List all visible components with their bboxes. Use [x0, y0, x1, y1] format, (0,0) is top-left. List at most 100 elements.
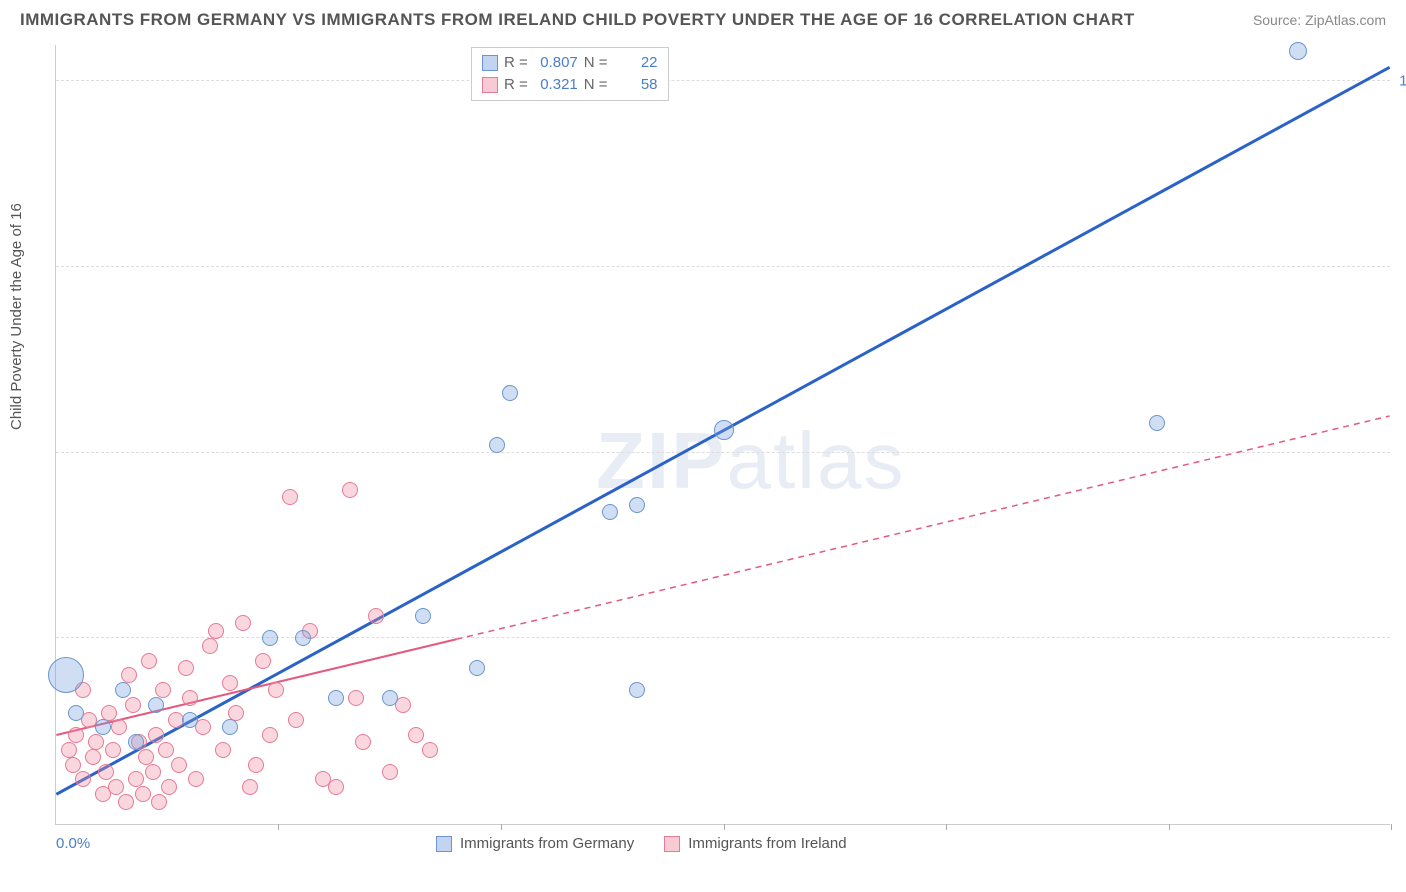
- legend-item-germany: Immigrants from Germany: [436, 835, 634, 852]
- marker-ireland: [158, 742, 174, 758]
- marker-germany: [1289, 42, 1307, 60]
- marker-germany: [629, 682, 645, 698]
- legend-label-ireland: Immigrants from Ireland: [688, 835, 846, 852]
- marker-ireland: [228, 705, 244, 721]
- marker-germany: [602, 504, 618, 520]
- marker-ireland: [171, 757, 187, 773]
- marker-ireland: [145, 764, 161, 780]
- marker-ireland: [348, 690, 364, 706]
- marker-germany: [48, 657, 84, 693]
- watermark-bold: ZIP: [596, 416, 726, 505]
- marker-ireland: [268, 682, 284, 698]
- grid-line-h: [56, 80, 1390, 81]
- x-tick: [278, 824, 279, 830]
- marker-ireland: [118, 794, 134, 810]
- marker-ireland: [255, 653, 271, 669]
- marker-ireland: [138, 749, 154, 765]
- marker-germany: [714, 420, 734, 440]
- marker-ireland: [61, 742, 77, 758]
- marker-germany: [115, 682, 131, 698]
- marker-ireland: [342, 482, 358, 498]
- marker-germany: [328, 690, 344, 706]
- marker-germany: [128, 734, 144, 750]
- marker-ireland: [248, 757, 264, 773]
- series-legend: Immigrants from Germany Immigrants from …: [436, 835, 847, 852]
- y-axis-label: Child Poverty Under the Age of 16: [8, 203, 25, 430]
- legend-label-germany: Immigrants from Germany: [460, 835, 634, 852]
- marker-germany: [489, 437, 505, 453]
- marker-ireland: [108, 779, 124, 795]
- chart-title: IMMIGRANTS FROM GERMANY VS IMMIGRANTS FR…: [20, 10, 1135, 30]
- marker-germany: [629, 497, 645, 513]
- marker-ireland: [135, 786, 151, 802]
- x-tick: [1169, 824, 1170, 830]
- stats-row-ireland: R = 0.321 N = 58: [482, 74, 658, 96]
- y-tick-label: 100.0%: [1399, 73, 1406, 90]
- marker-ireland: [121, 667, 137, 683]
- marker-germany: [95, 719, 111, 735]
- marker-ireland: [161, 779, 177, 795]
- marker-ireland: [155, 682, 171, 698]
- marker-ireland: [382, 764, 398, 780]
- marker-ireland: [65, 757, 81, 773]
- marker-ireland: [148, 727, 164, 743]
- marker-ireland: [235, 615, 251, 631]
- swatch-germany: [436, 836, 452, 852]
- marker-ireland: [208, 623, 224, 639]
- marker-ireland: [178, 660, 194, 676]
- marker-ireland: [408, 727, 424, 743]
- x-tick-first: 0.0%: [56, 835, 90, 852]
- marker-ireland: [128, 771, 144, 787]
- marker-ireland: [188, 771, 204, 787]
- marker-ireland: [288, 712, 304, 728]
- x-tick: [946, 824, 947, 830]
- grid-line-h: [56, 452, 1390, 453]
- marker-germany: [295, 630, 311, 646]
- marker-ireland: [98, 764, 114, 780]
- marker-ireland: [422, 742, 438, 758]
- stat-r-germany: 0.807: [534, 52, 578, 74]
- swatch-ireland: [482, 77, 498, 93]
- marker-germany: [182, 712, 198, 728]
- marker-ireland: [202, 638, 218, 654]
- stat-n-label: N =: [584, 74, 608, 96]
- stats-row-germany: R = 0.807 N = 22: [482, 52, 658, 74]
- source-attribution: Source: ZipAtlas.com: [1253, 12, 1386, 28]
- marker-germany: [68, 705, 84, 721]
- swatch-germany: [482, 55, 498, 71]
- marker-ireland: [262, 727, 278, 743]
- marker-ireland: [85, 749, 101, 765]
- marker-germany: [222, 719, 238, 735]
- marker-ireland: [282, 489, 298, 505]
- marker-germany: [415, 608, 431, 624]
- marker-ireland: [105, 742, 121, 758]
- marker-germany: [469, 660, 485, 676]
- marker-ireland: [242, 779, 258, 795]
- stat-n-label: N =: [584, 52, 608, 74]
- stat-r-ireland: 0.321: [534, 74, 578, 96]
- marker-germany: [1149, 415, 1165, 431]
- marker-ireland: [88, 734, 104, 750]
- marker-germany: [148, 697, 164, 713]
- marker-ireland: [368, 608, 384, 624]
- stat-n-germany: 22: [614, 52, 658, 74]
- watermark: ZIPatlas: [596, 415, 905, 507]
- stat-r-label: R =: [504, 74, 528, 96]
- marker-germany: [382, 690, 398, 706]
- marker-ireland: [182, 690, 198, 706]
- stat-r-label: R =: [504, 52, 528, 74]
- grid-line-h: [56, 637, 1390, 638]
- marker-ireland: [355, 734, 371, 750]
- stats-legend: R = 0.807 N = 22 R = 0.321 N = 58: [471, 47, 669, 101]
- marker-ireland: [222, 675, 238, 691]
- swatch-ireland: [664, 836, 680, 852]
- marker-germany: [502, 385, 518, 401]
- scatter-chart: ZIPatlas 25.0%50.0%75.0%100.0% R = 0.807…: [55, 45, 1390, 825]
- marker-ireland: [215, 742, 231, 758]
- watermark-light: atlas: [726, 416, 905, 505]
- marker-ireland: [328, 779, 344, 795]
- legend-item-ireland: Immigrants from Ireland: [664, 835, 846, 852]
- marker-ireland: [101, 705, 117, 721]
- marker-ireland: [141, 653, 157, 669]
- grid-line-h: [56, 266, 1390, 267]
